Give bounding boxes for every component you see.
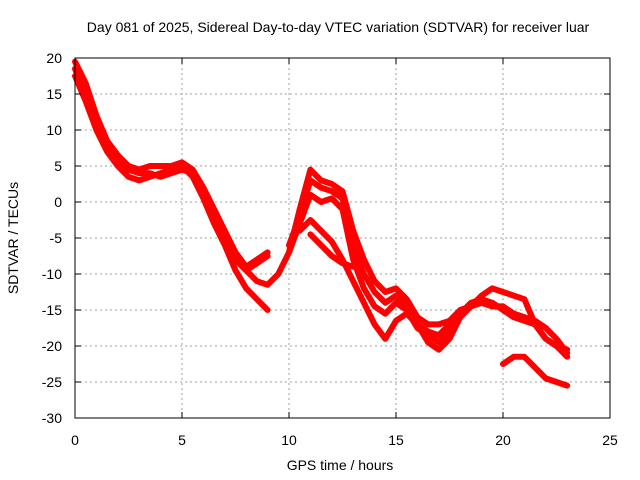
series-line-track-4 (232, 166, 571, 360)
x-tick-label: 0 (71, 432, 79, 448)
y-tick-label: 10 (46, 122, 62, 138)
x-tick-label: 25 (602, 432, 618, 448)
series-line-track-1 (72, 58, 271, 270)
x-tick-label: 20 (495, 432, 511, 448)
series-line-track-8 (307, 231, 357, 270)
y-tick-label: -20 (42, 338, 62, 354)
y-tick-label: -15 (42, 302, 62, 318)
series-line-track-6 (286, 191, 571, 357)
axis-ticks (74, 57, 611, 419)
tick-labels: 0 5 10 15 20 25 -30 -25 -20 -15 -10 -5 0 5 10 15 20 (42, 50, 618, 448)
x-tick-label: 5 (178, 432, 186, 448)
x-tick-label: 10 (281, 432, 297, 448)
series-line-track-9 (500, 353, 571, 389)
series-line-track-7 (296, 217, 464, 353)
y-tick-label: 0 (54, 194, 62, 210)
series-line-track-3 (72, 73, 271, 313)
data-series (72, 58, 571, 389)
y-tick-label: -5 (50, 230, 63, 246)
y-tick-label: -25 (42, 374, 62, 390)
x-tick-label: 15 (388, 432, 404, 448)
grid-lines (75, 58, 610, 418)
y-tick-label: 15 (46, 86, 62, 102)
x-axis-label: GPS time / hours (287, 457, 394, 473)
y-tick-label: -30 (42, 410, 62, 426)
y-tick-label: 20 (46, 50, 62, 66)
y-axis-label: SDTVAR / TECUs (5, 182, 21, 294)
chart-title: Day 081 of 2025, Sidereal Day-to-day VTE… (87, 19, 590, 35)
y-tick-label: -10 (42, 266, 62, 282)
y-tick-label: 5 (54, 158, 62, 174)
